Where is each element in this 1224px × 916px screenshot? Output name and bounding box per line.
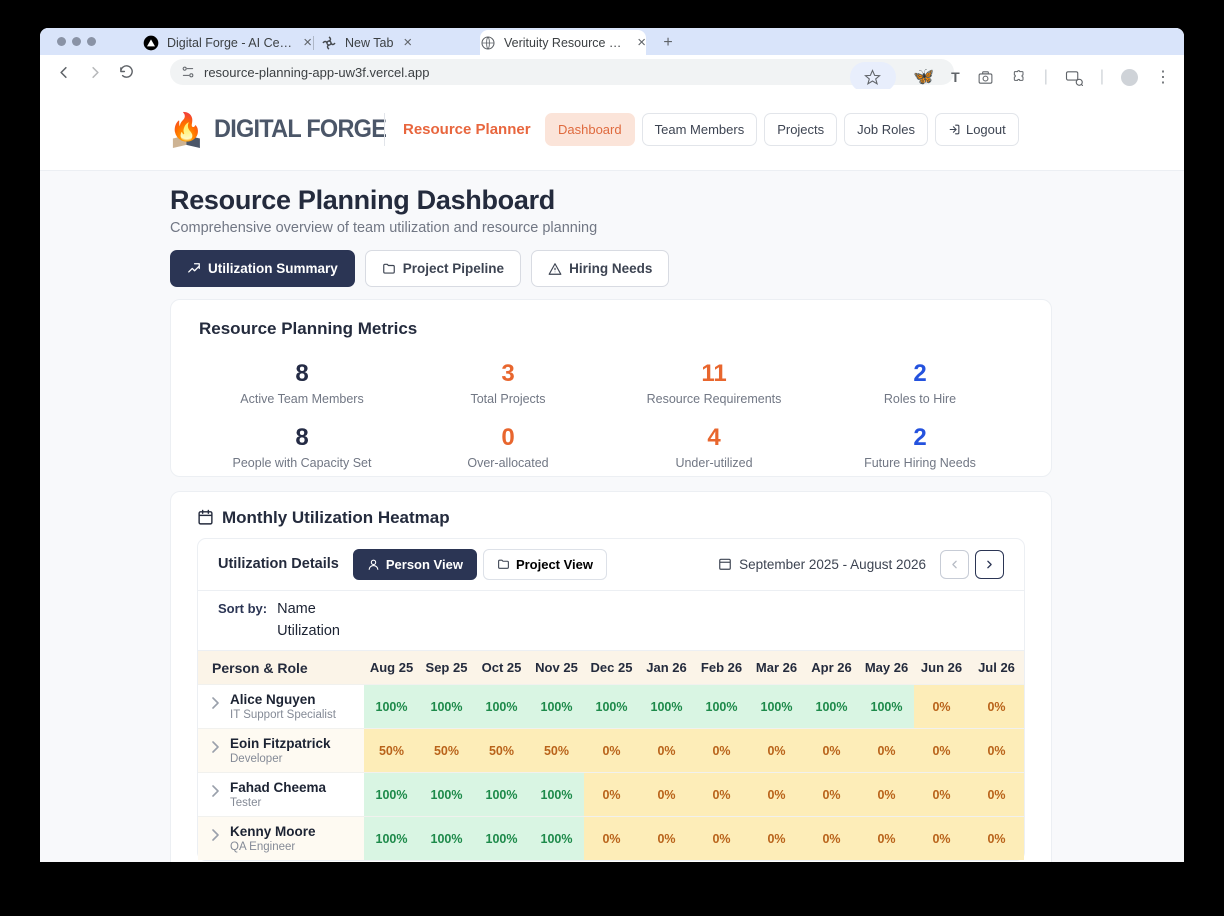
svg-text:🔥: 🔥 xyxy=(170,110,204,141)
